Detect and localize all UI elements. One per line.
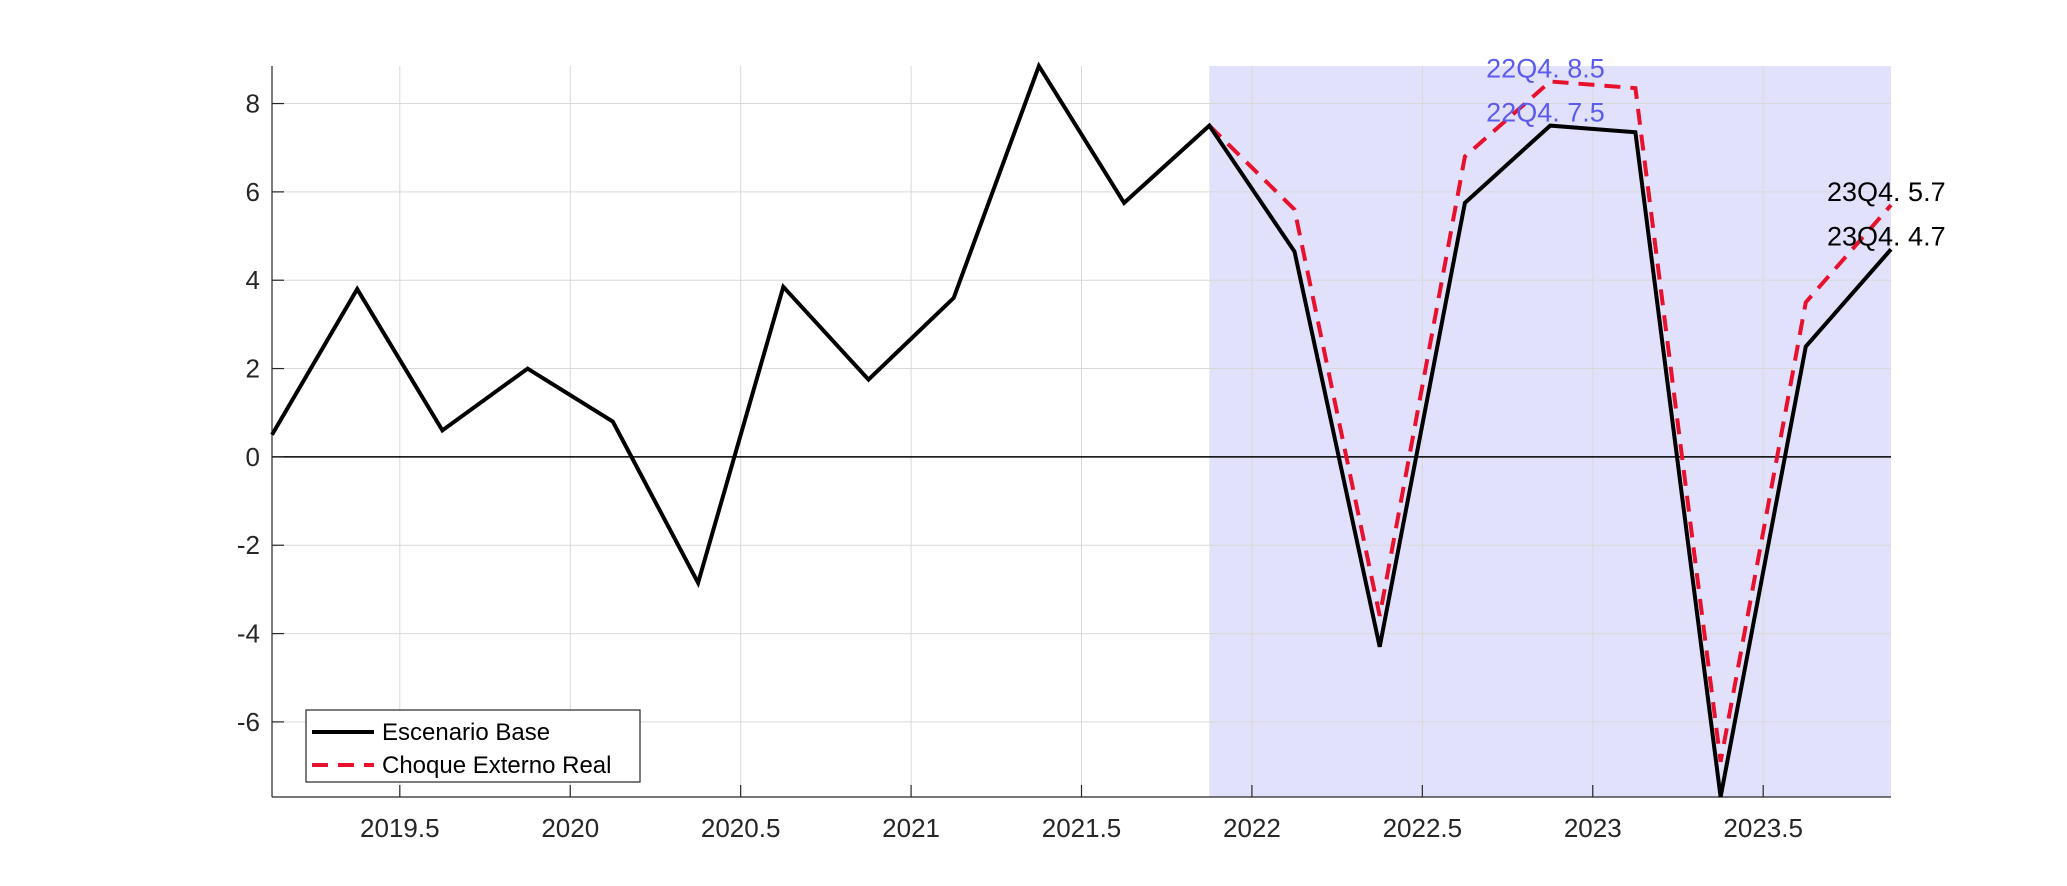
x-tick-label-4: 2021.5 [1042,813,1122,843]
series-line-escenario-base [270,61,1893,798]
forecast-shaded-region-layer [1209,66,1891,797]
forecast-shaded-region [1209,66,1891,797]
series-line-choque-externo-real [1207,79,1893,763]
x-tick-label-6: 2022.5 [1383,813,1463,843]
annotation-label-3: 23Q4. 4.7 [1827,221,1946,251]
x-tick-label-5: 2022 [1223,813,1281,843]
legend: Escenario Base Choque Externo Real [305,709,641,783]
y-tick-label-7: 8 [246,89,260,119]
series-layer [270,61,1893,798]
y-tick-label-5: 4 [246,265,260,295]
y-tick-label-1: -4 [237,619,260,649]
annotation-label-0: 22Q4. 8.5 [1486,53,1605,83]
x-tick-label-1: 2020 [541,813,599,843]
legend-box [305,709,641,783]
annotation-label-1: 22Q4. 7.5 [1486,98,1605,128]
y-tick-label-4: 2 [246,354,260,384]
x-tick-label-8: 2023.5 [1723,813,1803,843]
annotation-layer: 22Q4. 8.5 22Q4. 7.5 23Q4. 5.7 23Q4. 4.7 [1486,53,1945,251]
y-tick-label-6: 6 [246,177,260,207]
x-tick-label-2: 2020.5 [701,813,781,843]
x-tick-label-3: 2021 [882,813,940,843]
y-tick-label-3: 0 [246,442,260,472]
x-tick-label-7: 2023 [1564,813,1622,843]
axes-layer: 2019.5 2020 2020.5 2021 2021.5 2022 2022.5 2023… [237,66,1891,843]
legend-label-choque-externo-real: Choque Externo Real [382,752,611,779]
grid-layer [272,66,1891,797]
legend-label-escenario-base: Escenario Base [382,719,550,746]
x-tick-label-0: 2019.5 [360,813,440,843]
annotation-label-2: 23Q4. 5.7 [1827,177,1946,207]
y-tick-label-0: -6 [237,707,260,737]
y-tick-label-2: -2 [237,530,260,560]
